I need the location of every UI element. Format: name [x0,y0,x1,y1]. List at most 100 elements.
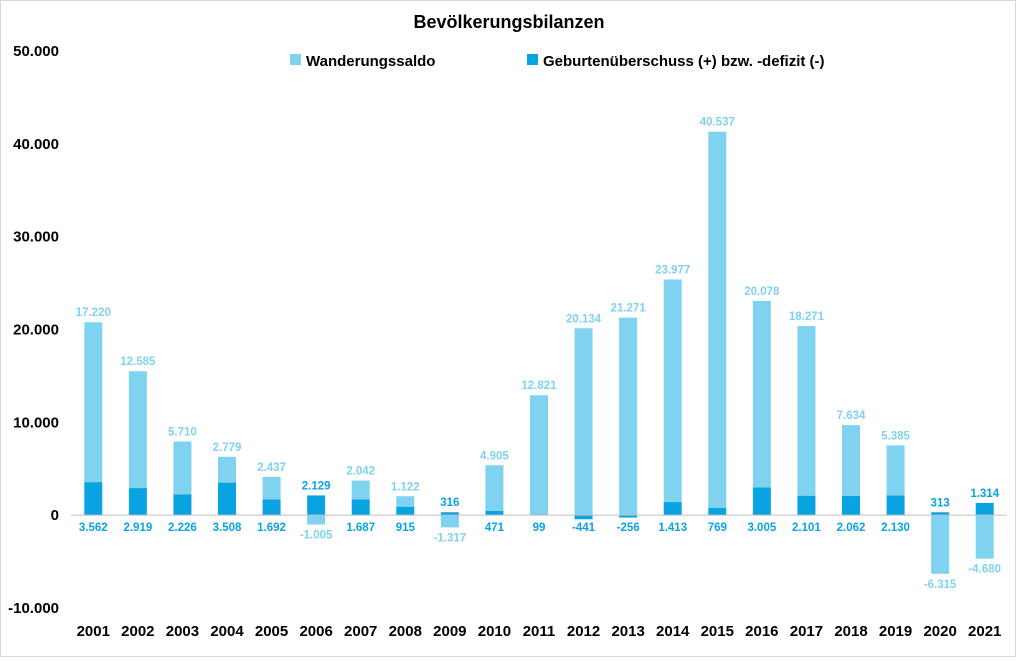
bar-geburtenueberschuss [842,496,860,516]
data-label-wanderungssaldo: 23.977 [655,264,690,276]
bar-wanderungssaldo [396,496,415,507]
bar-wanderungssaldo [975,515,994,559]
bar-geburtenueberschuss [708,508,727,516]
data-label-geburtenueberschuss: 99 [533,522,546,534]
y-tick-label: -10.000 [8,600,59,617]
bar-wanderungssaldo [574,328,593,516]
x-tick-label: 2007 [344,623,377,640]
x-tick-label: 2014 [656,623,690,640]
data-label-geburtenueberschuss: 1.314 [970,488,999,500]
bar-geburtenueberschuss [307,495,326,516]
data-label-geburtenueberschuss: 316 [440,497,459,509]
data-label-geburtenueberschuss: -441 [572,522,596,534]
data-label-geburtenueberschuss: 1.413 [658,522,687,534]
data-label-geburtenueberschuss: 2.130 [881,522,910,534]
data-label-geburtenueberschuss: -256 [617,522,640,534]
data-label-wanderungssaldo: 12.585 [120,356,156,368]
bar-wanderungssaldo [128,371,147,489]
bar-geburtenueberschuss [574,515,593,520]
bar-geburtenueberschuss [396,506,415,516]
x-tick-label: 2020 [923,623,956,640]
x-tick-label: 2016 [745,623,778,640]
bars-group [84,131,994,574]
data-label-wanderungssaldo: 2.779 [213,442,242,454]
y-axis: -10.000 0 10.000 20.000 30.000 40.000 50.000 [8,43,59,617]
bar-geburtenueberschuss [886,495,905,516]
data-label-wanderungssaldo: 2.042 [346,466,375,478]
x-tick-label: 2017 [790,623,823,640]
data-label-geburtenueberschuss: 915 [396,522,416,534]
x-tick-label: 2001 [77,623,110,640]
data-labels-group: 17.220 3.562 12.585 2.919 5.710 2.226 2.779 3.5… [76,117,1001,591]
data-label-geburtenueberschuss: 1.687 [346,522,375,534]
data-label-wanderungssaldo: -6.315 [924,579,957,591]
data-label-wanderungssaldo: 20.134 [566,313,602,325]
bar-geburtenueberschuss [351,499,370,516]
bar-wanderungssaldo [797,326,816,496]
bar-geburtenueberschuss [440,512,459,516]
data-label-geburtenueberschuss: 3.005 [747,522,776,534]
bar-wanderungssaldo [440,515,459,528]
x-tick-label: 2008 [389,623,422,640]
data-label-geburtenueberschuss: 313 [931,497,950,509]
bar-wanderungssaldo [262,476,281,500]
x-tick-label: 2013 [611,623,644,640]
data-label-geburtenueberschuss: 2.919 [123,522,152,534]
data-label-wanderungssaldo: 2.437 [257,462,286,474]
legend-swatch-wanderungssaldo [290,54,301,65]
bar-geburtenueberschuss [218,482,236,516]
data-label-wanderungssaldo: 40.537 [700,117,735,129]
data-label-geburtenueberschuss: 3.508 [213,522,242,534]
y-tick-label: 40.000 [13,136,59,153]
x-tick-label: 2021 [968,623,1001,640]
x-tick-label: 2018 [834,623,867,640]
bar-wanderungssaldo [307,515,326,525]
bar-geburtenueberschuss [752,487,771,516]
x-tick-label: 2004 [210,623,244,640]
bar-geburtenueberschuss [173,494,192,516]
data-label-wanderungssaldo: 5.385 [881,430,910,442]
x-tick-label: 2015 [701,623,734,640]
bar-wanderungssaldo [886,445,905,496]
bar-wanderungssaldo [752,300,771,488]
bar-wanderungssaldo [485,465,504,511]
data-label-wanderungssaldo: 12.821 [521,380,557,392]
x-tick-label: 2006 [299,623,332,640]
data-label-geburtenueberschuss: 1.692 [257,522,286,534]
bar-wanderungssaldo [708,131,727,509]
legend-label-wanderungssaldo: Wanderungssaldo [306,53,435,70]
bar-geburtenueberschuss [663,502,682,516]
data-label-wanderungssaldo: 17.220 [76,307,111,319]
bar-geburtenueberschuss [262,499,281,516]
data-label-wanderungssaldo: 7.634 [837,410,866,422]
data-label-geburtenueberschuss: 2.062 [837,522,866,534]
legend-swatch-geburtenueberschuss [527,54,538,65]
y-tick-label: 20.000 [13,322,59,339]
chart-title: Bevölkerungsbilanzen [413,12,604,32]
bar-geburtenueberschuss [128,488,147,516]
bar-wanderungssaldo [351,480,370,500]
data-label-geburtenueberschuss: 471 [485,522,505,534]
data-label-wanderungssaldo: -1.317 [434,532,467,544]
data-label-geburtenueberschuss: 3.562 [79,522,108,534]
bar-geburtenueberschuss [619,515,638,518]
bar-wanderungssaldo [663,279,682,503]
data-label-geburtenueberschuss: 2.129 [302,480,331,492]
legend-label-geburtenueberschuss: Geburtenüberschuss (+) bzw. -defizit (-) [543,53,825,70]
x-axis: 2001 2002 2003 2004 2005 2006 2007 2008 2009 2010… [77,623,1002,640]
bar-wanderungssaldo [619,317,638,516]
x-tick-label: 2010 [478,623,511,640]
data-label-geburtenueberschuss: 2.226 [168,522,197,534]
x-tick-label: 2003 [166,623,199,640]
y-tick-label: 0 [51,507,59,524]
bar-wanderungssaldo [218,456,236,483]
x-tick-label: 2012 [567,623,600,640]
data-label-geburtenueberschuss: 769 [708,522,727,534]
bar-geburtenueberschuss [797,495,816,516]
data-label-wanderungssaldo: 21.271 [611,303,647,315]
data-label-wanderungssaldo: 18.271 [789,311,825,323]
legend: Wanderungssaldo Geburtenüberschuss (+) b… [290,53,825,70]
data-label-geburtenueberschuss: 2.101 [792,522,821,534]
